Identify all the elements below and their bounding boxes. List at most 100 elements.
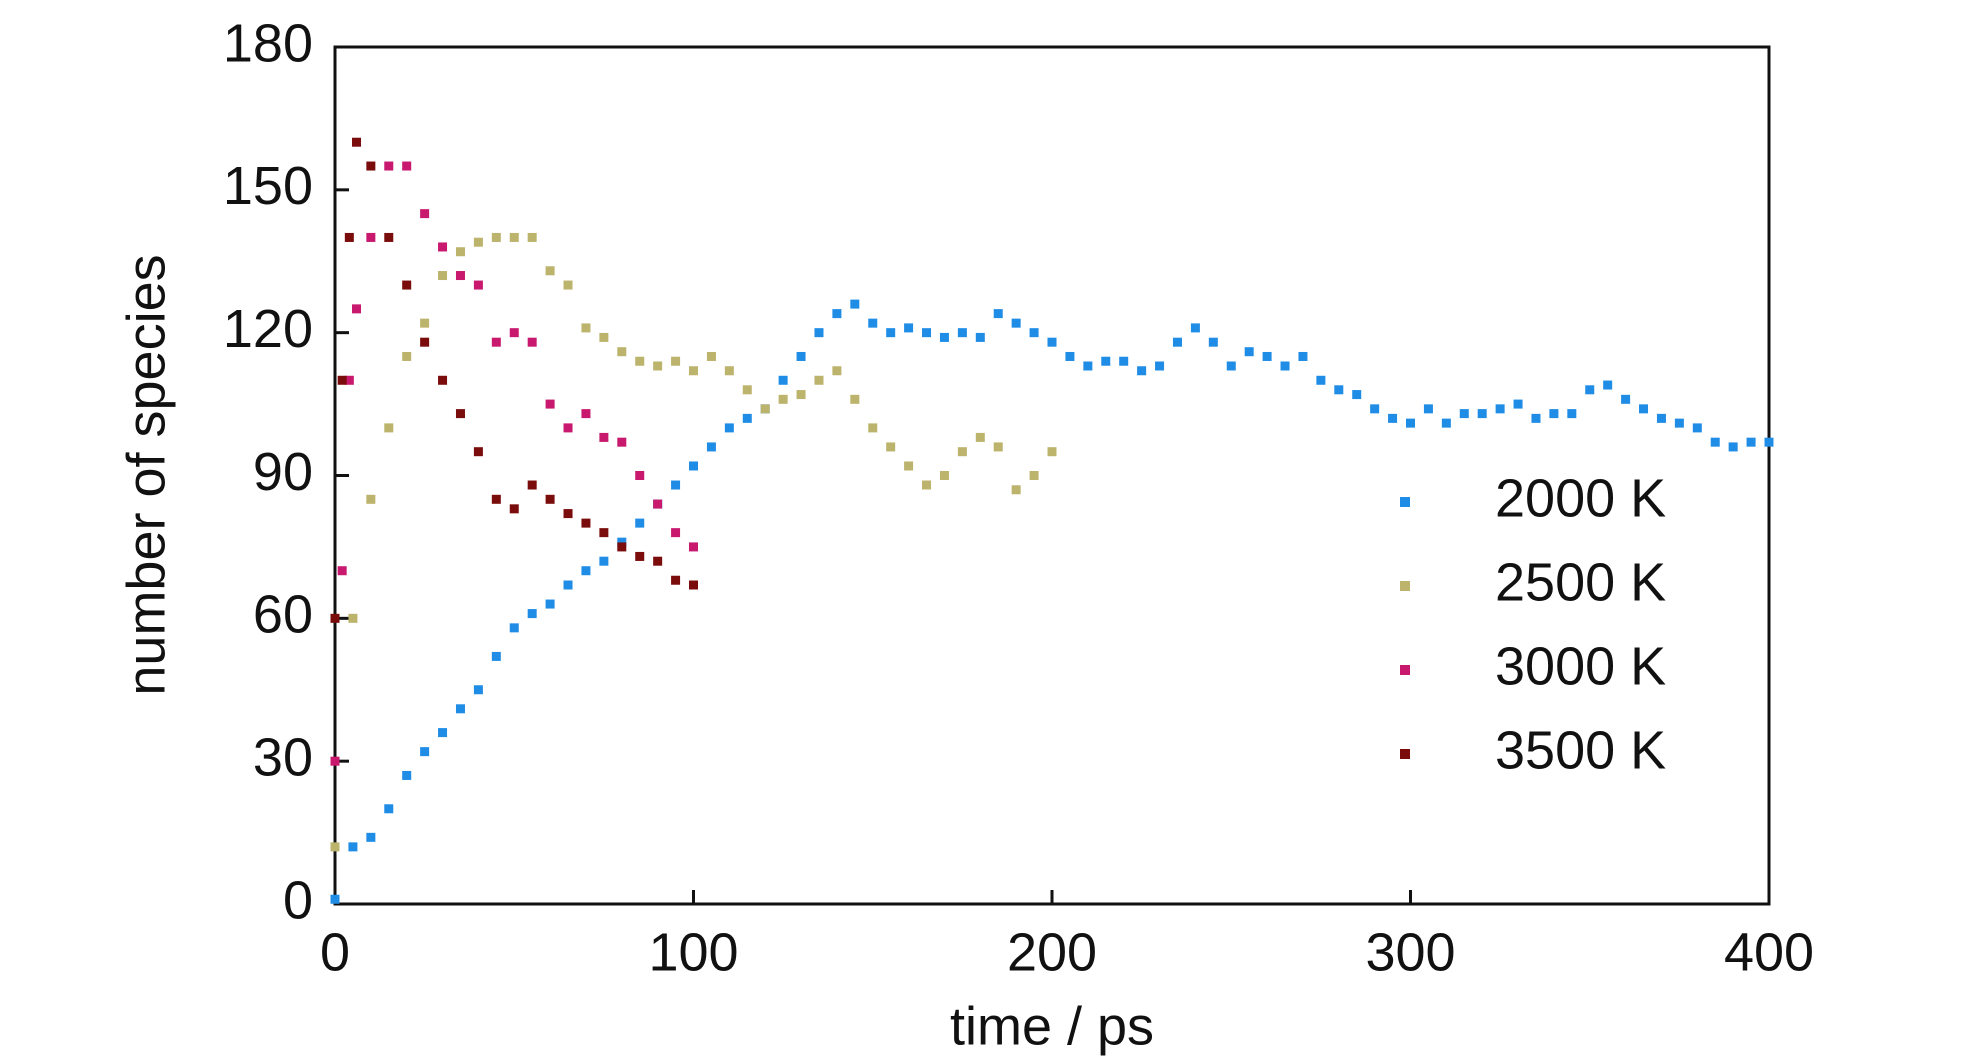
point (1603, 380, 1613, 390)
point (1011, 318, 1021, 328)
y-tick-label: 0 (283, 870, 313, 930)
point (689, 366, 698, 376)
point (352, 304, 362, 314)
point (706, 442, 716, 452)
point (455, 271, 465, 281)
point (975, 332, 985, 342)
point (742, 385, 752, 395)
point (1316, 375, 1326, 385)
point (1262, 351, 1272, 361)
point (330, 756, 340, 766)
point (366, 232, 376, 242)
point (1011, 485, 1021, 495)
point (473, 685, 483, 695)
x-tick-label: 400 (1724, 922, 1814, 982)
point (653, 361, 663, 371)
point (491, 494, 501, 504)
point (402, 351, 412, 361)
point (438, 728, 448, 738)
point (1477, 409, 1487, 419)
point (545, 599, 555, 609)
point (1137, 366, 1147, 376)
point (886, 442, 896, 452)
point (1441, 418, 1451, 428)
point (778, 394, 788, 404)
point (706, 351, 716, 361)
point (1119, 356, 1129, 366)
point (599, 332, 609, 342)
point (455, 409, 465, 419)
point (420, 747, 430, 757)
point (384, 804, 394, 814)
point (599, 556, 609, 566)
point (1692, 423, 1702, 433)
point (993, 309, 1003, 319)
point (344, 375, 354, 385)
point (635, 551, 645, 561)
point (724, 366, 734, 376)
point (689, 461, 698, 471)
point (904, 323, 914, 333)
point (957, 447, 967, 457)
point (366, 161, 376, 171)
point (1567, 409, 1577, 419)
point (814, 328, 824, 338)
point (599, 528, 609, 538)
point (402, 161, 412, 171)
point (1226, 361, 1236, 371)
point (581, 409, 591, 419)
point (402, 770, 412, 780)
y-tick-label: 30 (253, 727, 313, 787)
y-tick-label: 90 (253, 442, 313, 502)
point (671, 575, 681, 585)
point (420, 318, 430, 328)
point (352, 137, 362, 147)
point (635, 356, 645, 366)
point (1172, 337, 1182, 347)
point (1190, 323, 1200, 333)
point (545, 266, 555, 276)
legend-label: 3000 K (1495, 636, 1666, 696)
point (1674, 418, 1684, 428)
point (473, 237, 483, 247)
legend-marker (1400, 665, 1410, 675)
point (742, 413, 752, 423)
point (438, 375, 448, 385)
point (344, 232, 354, 242)
x-tick-label: 300 (1365, 922, 1455, 982)
legend-marker (1400, 581, 1410, 591)
point (617, 437, 627, 447)
point (778, 375, 788, 385)
point (581, 566, 591, 576)
point (886, 328, 896, 338)
x-tick-label: 0 (320, 922, 350, 982)
y-axis-title: number of species (116, 254, 176, 695)
point (724, 423, 734, 433)
point (563, 509, 573, 519)
point (939, 332, 949, 342)
legend-label: 2500 K (1495, 552, 1666, 612)
point (1047, 447, 1057, 457)
point (1531, 413, 1541, 423)
point (330, 613, 340, 623)
y-tick-label: 150 (223, 156, 313, 216)
point (527, 337, 537, 347)
point (1513, 399, 1523, 409)
point (527, 480, 537, 490)
point (1495, 404, 1505, 414)
point (366, 832, 376, 842)
point (1352, 390, 1362, 400)
point (491, 651, 501, 661)
point (581, 518, 591, 528)
point (1083, 361, 1093, 371)
point (689, 542, 698, 552)
point (402, 280, 412, 290)
point (527, 232, 537, 242)
point (1370, 404, 1380, 414)
point (1549, 409, 1559, 419)
point (635, 471, 645, 480)
point (814, 375, 824, 385)
point (438, 271, 448, 281)
point (1406, 418, 1415, 428)
